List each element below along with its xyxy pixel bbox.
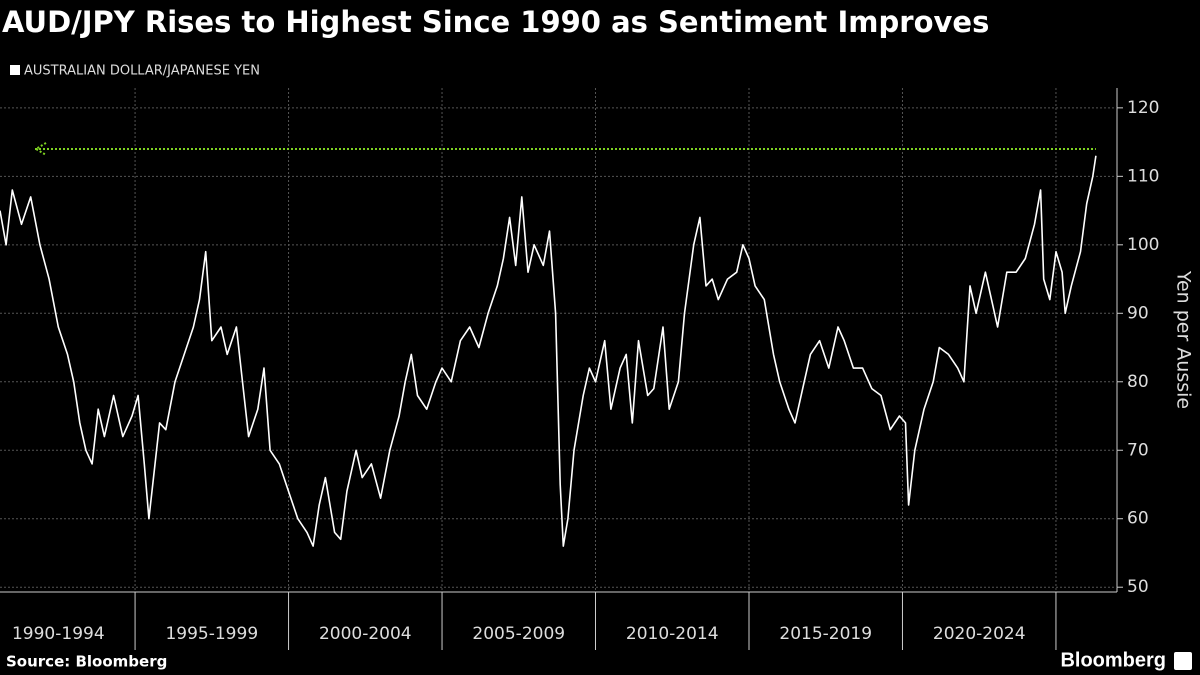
y-axis-label: Yen per Aussie [1173,270,1195,409]
x-period-label: 2015-2019 [779,624,872,644]
y-tick-label: 110 [1127,166,1159,186]
y-tick-label: 50 [1127,577,1149,597]
y-tick-label: 90 [1127,303,1149,323]
source: Source: Bloomberg [6,653,167,671]
y-tick-label: 80 [1127,372,1149,392]
legend-label: AUSTRALIAN DOLLAR/JAPANESE YEN [24,64,260,79]
chart-title: AUD/JPY Rises to Highest Since 1990 as S… [2,5,989,39]
x-period-label: 1990-1994 [12,624,105,644]
x-period-label: 2010-2014 [626,624,719,644]
legend-swatch [10,65,20,75]
data-line [0,155,1097,547]
x-period-label: 2020-2024 [933,624,1026,644]
y-tick-label: 100 [1127,235,1159,255]
brand-icon [1174,652,1192,670]
y-tick-label: 60 [1127,509,1149,529]
brand: Bloomberg [1060,649,1166,671]
y-tick-label: 70 [1127,440,1149,460]
x-period-label: 2005-2009 [472,624,565,644]
x-period-label: 2000-2004 [319,624,412,644]
x-period-label: 1995-1999 [165,624,258,644]
y-tick-label: 120 [1127,98,1159,118]
